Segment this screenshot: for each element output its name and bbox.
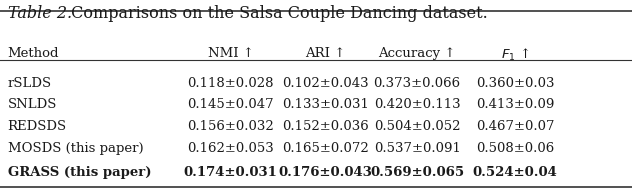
Text: Table 2.: Table 2. [8, 5, 71, 22]
Text: MOSDS (this paper): MOSDS (this paper) [8, 142, 143, 156]
Text: 0.420±0.113: 0.420±0.113 [374, 98, 461, 111]
Text: 0.467±0.07: 0.467±0.07 [476, 120, 554, 133]
Text: 0.373±0.066: 0.373±0.066 [374, 77, 461, 90]
Text: $F_1$ ↑: $F_1$ ↑ [501, 47, 529, 63]
Text: 0.537±0.091: 0.537±0.091 [374, 142, 461, 156]
Text: 0.569±0.065: 0.569±0.065 [370, 166, 464, 179]
Text: 0.413±0.09: 0.413±0.09 [476, 98, 554, 111]
Text: 0.508±0.06: 0.508±0.06 [476, 142, 554, 156]
Text: 0.360±0.03: 0.360±0.03 [476, 77, 554, 90]
Text: 0.174±0.031: 0.174±0.031 [184, 166, 277, 179]
Text: 0.165±0.072: 0.165±0.072 [282, 142, 369, 156]
Text: GRASS (this paper): GRASS (this paper) [8, 166, 151, 179]
Text: 0.504±0.052: 0.504±0.052 [374, 120, 460, 133]
Text: rSLDS: rSLDS [8, 77, 52, 90]
Text: NMI ↑: NMI ↑ [208, 47, 253, 60]
Text: Comparisons on the Salsa Couple Dancing dataset.: Comparisons on the Salsa Couple Dancing … [66, 5, 488, 22]
Text: 0.524±0.04: 0.524±0.04 [473, 166, 557, 179]
Text: 0.102±0.043: 0.102±0.043 [282, 77, 369, 90]
Text: 0.118±0.028: 0.118±0.028 [188, 77, 274, 90]
Text: 0.162±0.053: 0.162±0.053 [187, 142, 274, 156]
Text: 0.133±0.031: 0.133±0.031 [282, 98, 369, 111]
Text: 0.152±0.036: 0.152±0.036 [282, 120, 369, 133]
Text: 0.176±0.043: 0.176±0.043 [279, 166, 372, 179]
Text: ARI ↑: ARI ↑ [305, 47, 346, 60]
Text: Method: Method [8, 47, 59, 60]
Text: SNLDS: SNLDS [8, 98, 57, 111]
Text: 0.156±0.032: 0.156±0.032 [187, 120, 274, 133]
Text: 0.145±0.047: 0.145±0.047 [187, 98, 274, 111]
Text: REDSDS: REDSDS [8, 120, 67, 133]
Text: Accuracy ↑: Accuracy ↑ [379, 47, 456, 60]
